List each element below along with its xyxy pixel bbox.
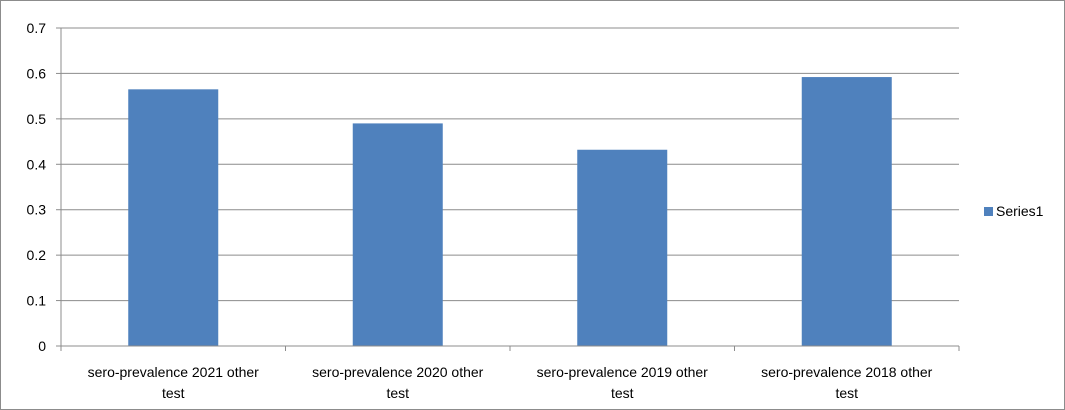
y-tick-label: 0.3 [27, 202, 47, 218]
bars [128, 77, 892, 347]
y-tick-label: 0.7 [27, 20, 47, 36]
y-tick-label: 0 [38, 338, 46, 354]
x-category-label: test [835, 385, 858, 401]
legend: Series1 [984, 203, 1044, 219]
bar [128, 89, 219, 346]
x-category-label: sero-prevalence 2018 other [761, 364, 933, 380]
x-category-label: test [611, 385, 634, 401]
y-tick-label: 0.2 [27, 247, 47, 263]
x-category-label: sero-prevalence 2020 other [312, 364, 484, 380]
y-tick-label: 0.1 [27, 293, 47, 309]
x-category-label: test [386, 385, 409, 401]
x-category-label: sero-prevalence 2019 other [537, 364, 709, 380]
legend-swatch [984, 207, 993, 216]
y-tick-label: 0.6 [27, 65, 47, 81]
bar [577, 149, 668, 346]
bar [801, 77, 892, 346]
x-category-label: test [162, 385, 185, 401]
y-tick-label: 0.4 [27, 156, 47, 172]
axes [56, 27, 960, 351]
x-category-labels: sero-prevalence 2021 other test sero-preva… [88, 364, 933, 401]
y-tick-label: 0.5 [27, 111, 47, 127]
x-category-label: sero-prevalence 2021 other [88, 364, 260, 380]
bar [352, 123, 443, 347]
legend-label: Series1 [996, 203, 1044, 219]
y-tick-labels: 0 0.1 0.2 0.3 0.4 0.5 0.6 0.7 [27, 20, 47, 354]
